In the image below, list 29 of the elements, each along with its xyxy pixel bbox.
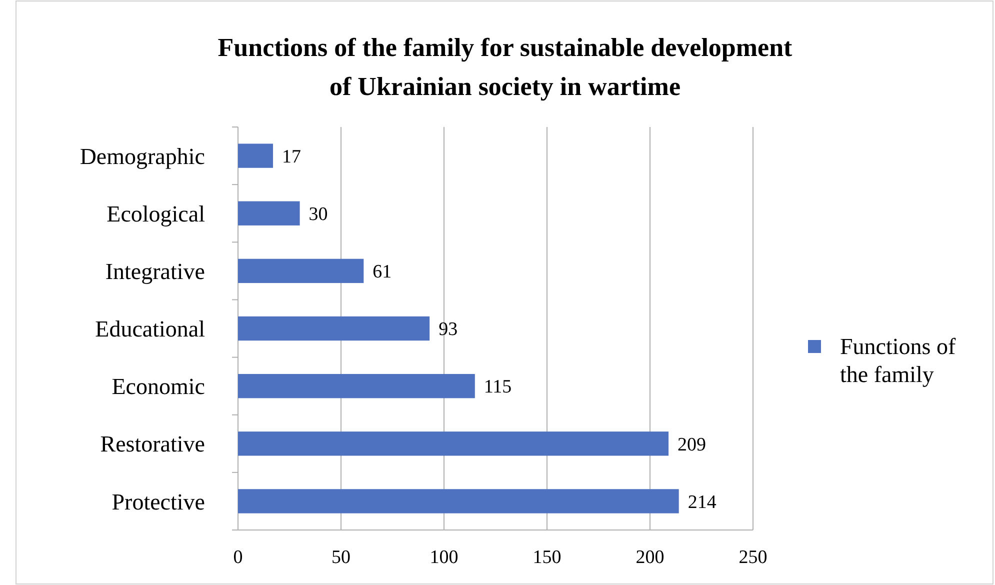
data-label: 209 bbox=[678, 434, 706, 456]
y-tick-label: Restorative bbox=[100, 432, 205, 457]
bar bbox=[238, 374, 475, 398]
bar bbox=[238, 144, 274, 168]
y-tick-label: Protective bbox=[112, 489, 205, 514]
y-tick-label: Integrative bbox=[105, 258, 205, 284]
data-label: 115 bbox=[484, 376, 512, 398]
legend-label: Functions of the family bbox=[840, 334, 956, 388]
y-tick-label: Ecological bbox=[106, 201, 205, 226]
data-label: 93 bbox=[438, 319, 458, 340]
bar bbox=[238, 258, 364, 284]
bar bbox=[238, 316, 430, 341]
x-tick-label: 150 bbox=[532, 547, 562, 568]
x-tick-label: 250 bbox=[738, 547, 768, 568]
bar bbox=[238, 201, 300, 226]
y-tick-label: Economic bbox=[112, 374, 205, 400]
y-tick-label: Demographic bbox=[80, 144, 205, 169]
bar bbox=[238, 489, 679, 514]
data-label: 17 bbox=[282, 146, 302, 168]
x-tick-label: 100 bbox=[430, 547, 458, 568]
bar bbox=[238, 432, 669, 456]
y-tick-label: Educational bbox=[95, 316, 205, 342]
data-label: 214 bbox=[688, 492, 717, 513]
data-label: 61 bbox=[372, 262, 392, 283]
x-tick-label: 50 bbox=[332, 547, 350, 568]
data-label: 30 bbox=[308, 204, 328, 226]
x-tick-label: 200 bbox=[636, 547, 664, 568]
chart-title: Functions of the family for sustainable development of Ukrainian society in wartime bbox=[218, 33, 793, 101]
x-tick-label: 0 bbox=[233, 547, 243, 568]
